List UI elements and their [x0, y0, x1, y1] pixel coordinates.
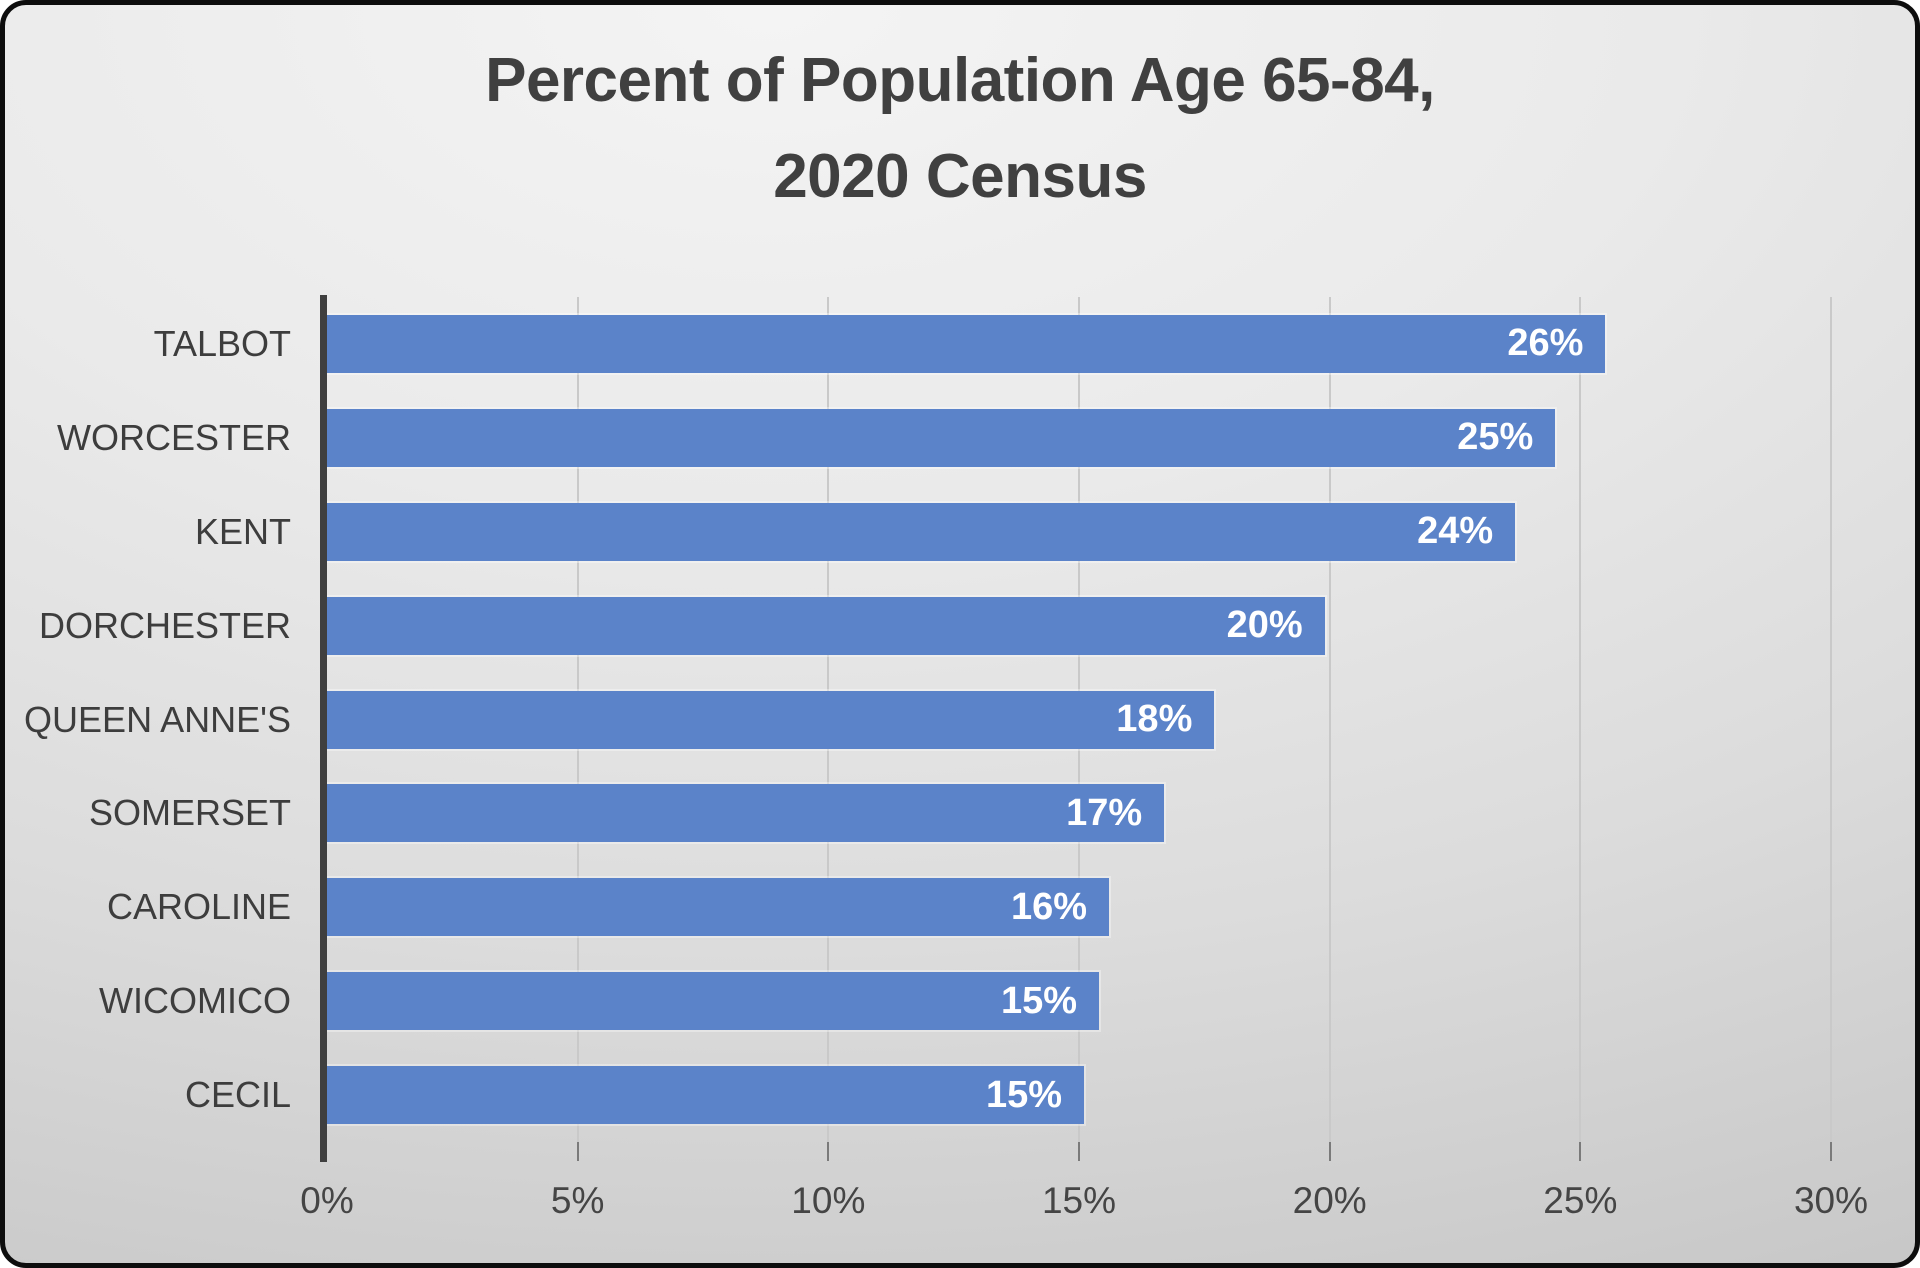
x-axis-tick-label: 5% — [550, 1180, 605, 1221]
x-axis-tick — [1830, 1142, 1832, 1161]
category-label-worcester: WORCESTER — [57, 416, 291, 458]
bar-dorchester: 20% — [327, 596, 1325, 655]
value-label: 26% — [1507, 322, 1584, 365]
category-label-kent: KENT — [194, 510, 291, 552]
bar-kent: 24% — [327, 502, 1516, 561]
x-axis-tick-label: 15% — [1041, 1180, 1117, 1221]
value-label: 15% — [985, 1073, 1062, 1116]
x-axis-tick — [576, 1142, 579, 1161]
category-label-caroline: CAROLINE — [106, 886, 291, 928]
x-axis-tick — [827, 1142, 830, 1161]
bar-worcester: 25% — [327, 408, 1556, 467]
chart-title-line-1: Percent of Population Age 65-84, — [485, 46, 1435, 115]
chart-title: Percent of Population Age 65-84, 2020 Ce… — [5, 33, 1915, 225]
value-label: 15% — [1000, 979, 1078, 1022]
category-label-wicomico: WICOMICO — [99, 980, 291, 1022]
gridline — [1830, 297, 1832, 1142]
category-label-talbot: TALBOT — [153, 322, 291, 364]
bar-talbot: 26% — [327, 314, 1606, 373]
chart-title-line-2: 2020 Census — [773, 142, 1147, 211]
bar-cecil: 15% — [327, 1066, 1084, 1125]
x-axis-tick-label: 30% — [1793, 1180, 1869, 1221]
value-label: 17% — [1066, 791, 1143, 834]
category-label-dorchester: DORCHESTER — [38, 604, 291, 646]
bar-queen-anne-s: 18% — [327, 690, 1215, 749]
category-label-cecil: CECIL — [184, 1074, 291, 1116]
y-axis-line — [320, 295, 327, 1162]
x-axis-tick-label: 0% — [300, 1180, 354, 1221]
x-axis-tick — [1579, 1142, 1582, 1161]
value-label: 24% — [1417, 510, 1494, 553]
plot-area: 26% 25% 24% 20% 18% 17% 16% 15% 15% — [327, 297, 1832, 1142]
category-label-somerset: SOMERSET — [88, 792, 291, 834]
value-label: 18% — [1116, 698, 1193, 740]
x-axis-tick — [1078, 1142, 1080, 1161]
x-axis-tick — [1328, 1142, 1331, 1161]
bar-somerset: 17% — [327, 784, 1165, 843]
value-label: 16% — [1011, 885, 1088, 928]
x-axis-tick-label: 10% — [791, 1180, 866, 1221]
bar-caroline: 16% — [327, 878, 1110, 937]
gridline — [1328, 297, 1331, 1142]
value-label: 20% — [1226, 604, 1303, 647]
category-label-queen-anne-s: QUEEN ANNE'S — [24, 698, 291, 740]
gridline — [1579, 297, 1582, 1142]
x-axis-tick-label: 20% — [1292, 1180, 1367, 1221]
value-label: 25% — [1457, 416, 1534, 459]
x-axis-tick-label: 25% — [1543, 1180, 1618, 1221]
bar-wicomico: 15% — [327, 972, 1100, 1031]
